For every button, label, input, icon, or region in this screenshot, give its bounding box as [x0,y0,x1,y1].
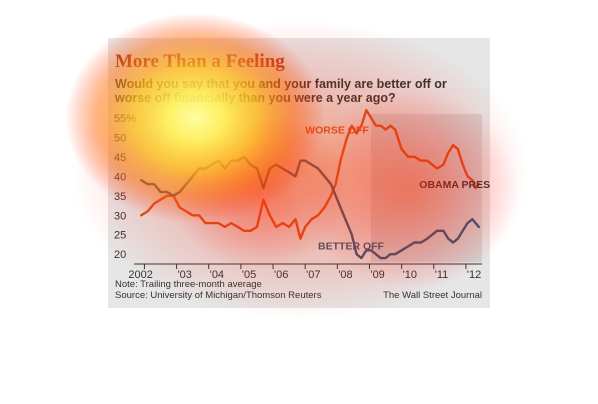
y-tick-label: 25 [114,230,126,242]
chart-source: Source: University of Michigan/Thomson R… [115,290,322,301]
y-tick-label: 20 [114,249,126,261]
y-tick-label: 30 [114,210,126,222]
chart-note: Note: Trailing three-month average [115,279,262,290]
x-tick-label: '12 [467,269,481,281]
x-tick-label: '11 [435,269,449,281]
better-off-label: BETTER OFF [318,241,384,253]
chart-credit: The Wall Street Journal [383,290,482,301]
presidency-label: OBAMA PRESIDENCY [419,179,490,191]
chart-footnotes: Note: Trailing three-month average Sourc… [115,279,321,301]
x-tick-label: '10 [403,269,417,281]
chart-panel: More Than a Feeling Would you say that y… [108,38,490,308]
y-tick-label: 35 [114,191,126,203]
worse-off-label: WORSE OFF [305,124,369,136]
y-tick-label: 40 [114,171,126,183]
y-tick-label: 45 [114,152,126,164]
y-tick-label: 55% [114,113,136,125]
x-tick-label: '09 [370,269,384,281]
x-tick-label: '08 [338,269,352,281]
y-tick-label: 50 [114,132,126,144]
